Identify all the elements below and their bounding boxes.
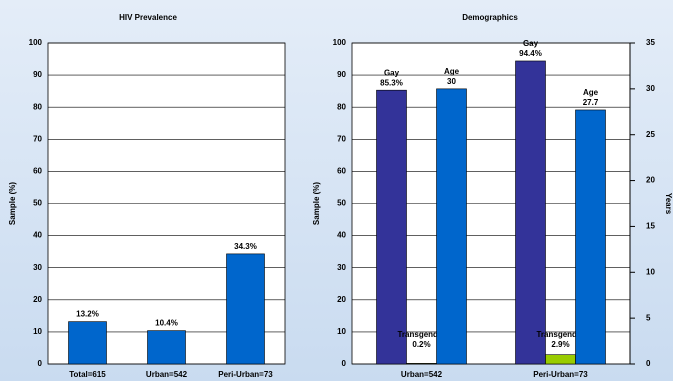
y-tick-label: 20 <box>33 295 42 304</box>
y-tick-label: 80 <box>337 102 346 111</box>
value-label: 85.3% <box>380 78 403 87</box>
x-tick-label: Total=615 <box>69 370 106 379</box>
y-tick-label: 20 <box>337 295 346 304</box>
bar <box>575 109 606 365</box>
y-tick-label: 70 <box>337 134 346 143</box>
y2-tick-label: 5 <box>646 313 651 322</box>
y-tick-label: 0 <box>342 359 347 368</box>
series-label: Age <box>583 88 599 97</box>
bar <box>376 89 407 365</box>
y-tick-label: 30 <box>337 263 346 272</box>
y2-tick-label: 35 <box>646 38 655 47</box>
series-label: Gay <box>384 68 400 77</box>
y-tick-label: 50 <box>337 199 346 208</box>
value-label: 30 <box>447 77 456 86</box>
value-label: 0.2% <box>412 340 430 349</box>
y-tick-label: 0 <box>38 359 43 368</box>
bar <box>226 253 265 365</box>
series-label: Transgender <box>536 330 584 339</box>
y-tick-label: 100 <box>29 38 43 47</box>
bar <box>545 354 576 365</box>
y-axis-label: Sample (%) <box>8 182 17 225</box>
value-label: 13.2% <box>76 310 99 319</box>
y2-axis-label: Years <box>664 193 673 215</box>
y-tick-label: 10 <box>337 327 346 336</box>
x-tick-label: Urban=542 <box>146 370 188 379</box>
chart-title: Demographics <box>462 13 518 22</box>
series-label: Age <box>444 67 460 76</box>
x-tick-label: Peri-Urban=73 <box>218 370 273 379</box>
y-tick-label: 80 <box>33 102 42 111</box>
chart-title: HIV Prevalence <box>119 13 177 22</box>
y-tick-label: 60 <box>337 167 346 176</box>
y-tick-label: 70 <box>33 134 42 143</box>
value-label: 2.9% <box>551 340 569 349</box>
y2-tick-label: 0 <box>646 359 651 368</box>
value-label: 27.7 <box>583 98 599 107</box>
value-label: 34.3% <box>234 242 257 251</box>
y-tick-label: 50 <box>33 199 42 208</box>
y-tick-label: 100 <box>333 38 347 47</box>
y2-tick-label: 25 <box>646 130 655 139</box>
value-label: 94.4% <box>519 49 542 58</box>
value-label: 10.4% <box>155 319 178 328</box>
y-tick-label: 40 <box>33 231 42 240</box>
bar <box>147 330 186 365</box>
y-tick-label: 30 <box>33 263 42 272</box>
x-tick-label: Peri-Urban=73 <box>533 370 588 379</box>
y-axis-label: Sample (%) <box>312 182 321 225</box>
y2-tick-label: 10 <box>646 267 655 276</box>
y2-tick-label: 20 <box>646 176 655 185</box>
y2-tick-label: 15 <box>646 222 655 231</box>
series-label: Transgender <box>397 330 445 339</box>
y-tick-label: 90 <box>33 70 42 79</box>
y-tick-label: 40 <box>337 231 346 240</box>
bar <box>515 60 546 365</box>
y2-tick-label: 30 <box>646 84 655 93</box>
bar <box>68 321 107 365</box>
bar <box>436 88 467 365</box>
y-tick-label: 10 <box>33 327 42 336</box>
x-tick-label: Urban=542 <box>401 370 443 379</box>
bar <box>406 363 437 365</box>
y-tick-label: 60 <box>33 167 42 176</box>
y-tick-label: 90 <box>337 70 346 79</box>
series-label: Gay <box>523 39 539 48</box>
